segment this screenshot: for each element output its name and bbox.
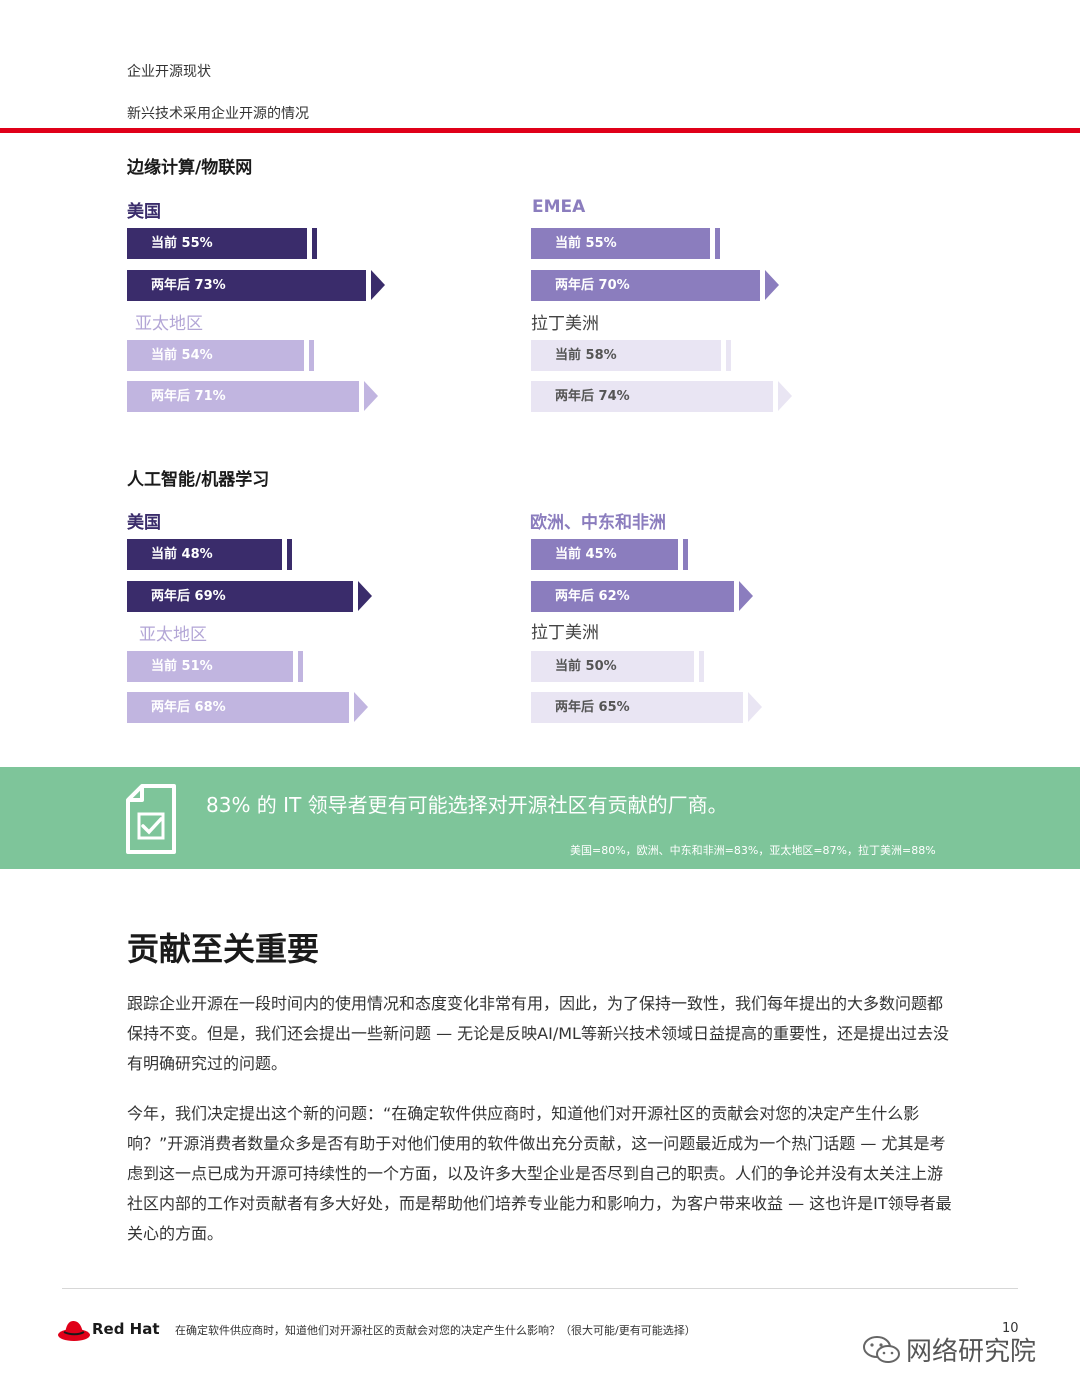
region-label-latam-2: 拉丁美洲 bbox=[531, 623, 599, 643]
bar-current-us: 当前 55% bbox=[127, 228, 307, 259]
bar-current-latam: 当前 58% bbox=[531, 340, 721, 371]
bar-future-apac-2-arrow bbox=[354, 692, 368, 722]
footer-note: 在确定软件供应商时，知道他们对开源社区的贡献会对您的决定产生什么影响？（很大可能… bbox=[175, 1324, 696, 1337]
paragraph-1: 跟踪企业开源在一段时间内的使用情况和态度变化非常有用，因此，为了保持一致性，我们… bbox=[127, 994, 949, 1073]
bar-future-us-2: 两年后 69% bbox=[127, 581, 353, 612]
bar-future-emea: 两年后 70% bbox=[531, 270, 760, 301]
bar-future-apac-arrow bbox=[364, 381, 378, 411]
bar-current-emea-tick bbox=[715, 228, 720, 259]
document-check-icon bbox=[126, 784, 176, 854]
bar-future-us-arrow bbox=[371, 270, 385, 300]
region-label-latam: 拉丁美洲 bbox=[531, 314, 599, 334]
page-number: 10 bbox=[1002, 1321, 1019, 1336]
watermark-text: 网络研究院 bbox=[906, 1337, 1037, 1367]
header-line-1: 企业开源现状 bbox=[127, 64, 211, 80]
bar-future-latam-arrow bbox=[778, 381, 792, 411]
bar-current-emea-2: 当前 45% bbox=[531, 539, 678, 570]
red-hat-logo-icon bbox=[58, 1321, 90, 1341]
header-line-2: 新兴技术采用企业开源的情况 bbox=[127, 106, 309, 122]
bar-current-emea-2-tick bbox=[683, 539, 688, 570]
bar-future-emea-arrow bbox=[765, 270, 779, 300]
bar-future-latam-2: 两年后 65% bbox=[531, 692, 743, 723]
bar-future-us: 两年后 73% bbox=[127, 270, 366, 301]
bar-future-latam: 两年后 74% bbox=[531, 381, 773, 412]
section-title-edge-iot: 边缘计算/物联网 bbox=[127, 158, 253, 178]
region-label-emea-2: 欧洲、中东和非洲 bbox=[530, 513, 666, 533]
bar-current-apac-tick bbox=[309, 340, 314, 371]
region-label-us-2: 美国 bbox=[127, 513, 161, 533]
header-red-rule bbox=[0, 128, 1080, 133]
callout-sub-text: 美国=80%，欧洲、中东和非洲=83%，亚太地区=87%，拉丁美洲=88% bbox=[570, 844, 936, 857]
bar-future-us-2-arrow bbox=[358, 581, 372, 611]
bar-current-us-tick bbox=[312, 228, 317, 259]
page-heading: 贡献至关重要 bbox=[127, 930, 320, 968]
region-label-emea: EMEA bbox=[532, 197, 586, 217]
bar-current-us-2-tick bbox=[287, 539, 292, 570]
footer-brand: Red Hat bbox=[92, 1320, 160, 1338]
bar-future-latam-2-arrow bbox=[748, 692, 762, 722]
bar-current-apac-2-tick bbox=[298, 651, 303, 682]
section-title-ai-ml: 人工智能/机器学习 bbox=[127, 470, 270, 490]
bar-future-emea-2-arrow bbox=[739, 581, 753, 611]
callout-main-text: 83% 的 IT 领导者更有可能选择对开源社区有贡献的厂商。 bbox=[206, 793, 728, 817]
bar-future-apac: 两年后 71% bbox=[127, 381, 359, 412]
footer-rule bbox=[62, 1288, 1018, 1289]
bar-current-us-2: 当前 48% bbox=[127, 539, 282, 570]
bar-current-apac-2: 当前 51% bbox=[127, 651, 293, 682]
paragraph-2: 今年，我们决定提出这个新的问题：“在确定软件供应商时，知道他们对开源社区的贡献会… bbox=[127, 1104, 952, 1243]
bar-current-latam-tick bbox=[726, 340, 731, 371]
bar-current-apac: 当前 54% bbox=[127, 340, 304, 371]
bar-current-emea: 当前 55% bbox=[531, 228, 710, 259]
wechat-icon bbox=[863, 1336, 900, 1363]
callout-band bbox=[0, 767, 1080, 869]
region-label-us: 美国 bbox=[127, 202, 161, 222]
bar-current-latam-2-tick bbox=[699, 651, 704, 682]
region-label-apac: 亚太地区 bbox=[135, 314, 203, 334]
bar-current-latam-2: 当前 50% bbox=[531, 651, 694, 682]
bar-future-apac-2: 两年后 68% bbox=[127, 692, 349, 723]
region-label-apac-2: 亚太地区 bbox=[139, 625, 207, 645]
bar-future-emea-2: 两年后 62% bbox=[531, 581, 734, 612]
